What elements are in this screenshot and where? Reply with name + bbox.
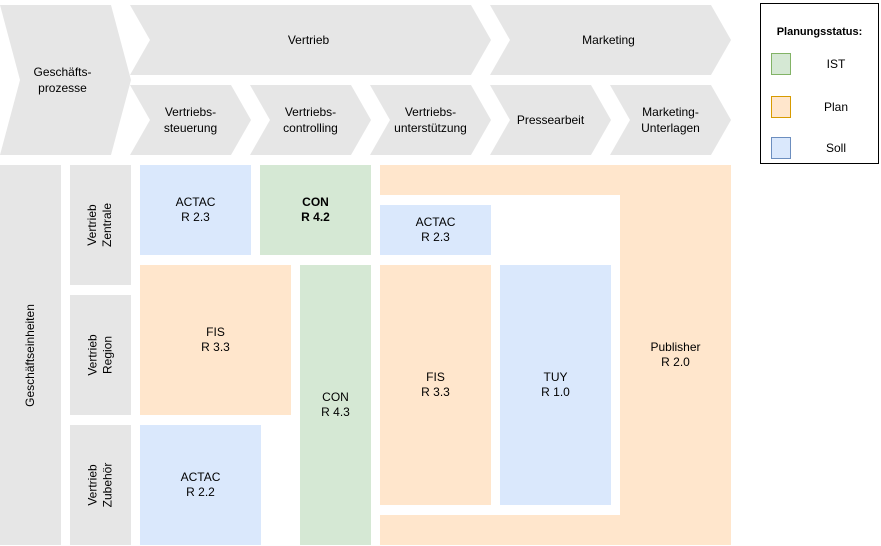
row-vertrieb-zentrale: Vertrieb Zentrale xyxy=(70,165,131,285)
label-vertrieb: Vertrieb xyxy=(287,33,330,47)
label-vertrieb-zentrale: Vertrieb Zentrale xyxy=(85,202,115,248)
legend-swatch-ist xyxy=(771,53,791,75)
arrow-pressearbeit: Pressearbeit xyxy=(490,85,611,155)
legend: Planungsstatus: IST Plan Soll xyxy=(760,3,879,164)
arrow-vertriebssteuerung: Vertriebs- steuerung xyxy=(130,85,251,155)
label-vertrieb-region: Vertrieb Region xyxy=(85,334,115,376)
label-geschaeftseinheiten: Geschäftseinheiten xyxy=(23,303,38,407)
legend-title: Planungsstatus: xyxy=(776,26,863,38)
label-vertriebsunterstuetzung: Vertriebs- unterstützung xyxy=(394,105,467,135)
label-pressearbeit: Pressearbeit xyxy=(516,113,585,127)
publisher-box: Publisher R 2.0 xyxy=(620,165,731,545)
actac-r22-label: ACTAC R 2.2 xyxy=(180,470,221,499)
label-geschaeftsprozesse: Geschäfts- prozesse xyxy=(33,65,92,95)
con-r42: CON R 4.2 xyxy=(260,165,371,255)
actac-r23-zentrale: ACTAC R 2.3 xyxy=(140,165,251,255)
fis-r33-steuerung: FIS R 3.3 xyxy=(140,265,291,415)
label-vertriebssteuerung: Vertriebs- steuerung xyxy=(163,105,218,135)
label-marketing-unterlagen: Marketing- Unterlagen xyxy=(641,105,700,135)
legend-label-soll: Soll xyxy=(825,141,846,155)
actac-r23-zentrale-label: ACTAC R 2.3 xyxy=(175,195,216,224)
legend-swatch-soll xyxy=(771,137,791,159)
row-vertrieb-zubehoer: Vertrieb Zubehör xyxy=(70,425,131,545)
arrow-marketing-unterlagen: Marketing- Unterlagen xyxy=(610,85,731,155)
legend-label-plan: Plan xyxy=(823,100,849,114)
legend-label-ist: IST xyxy=(826,57,846,71)
legend-swatch-plan xyxy=(771,96,791,118)
actac-r22: ACTAC R 2.2 xyxy=(140,425,261,545)
arrow-geschaeftsprozesse: Geschäfts- prozesse xyxy=(0,5,131,155)
fis-r33-steuerung-label: FIS R 3.3 xyxy=(201,325,230,354)
row-vertrieb-region: Vertrieb Region xyxy=(70,295,131,415)
arrow-vertrieb: Vertrieb xyxy=(130,5,491,75)
arrow-vertriebscontrolling: Vertriebs- controlling xyxy=(250,85,371,155)
row-geschaeftseinheiten: Geschäftseinheiten xyxy=(0,165,61,545)
con-r43-label: CON R 4.3 xyxy=(321,390,350,419)
arrow-marketing: Marketing xyxy=(490,5,731,75)
label-vertrieb-zubehoer: Vertrieb Zubehör xyxy=(85,462,115,508)
tuy-r10-label: TUY R 1.0 xyxy=(541,370,570,399)
arrow-vertriebsunterstuetzung: Vertriebs- unterstützung xyxy=(370,85,491,155)
fis-r33-unterstuetzung: FIS R 3.3 xyxy=(380,265,491,505)
label-vertriebscontrolling: Vertriebs- controlling xyxy=(283,105,338,135)
fis-r33-unterstuetzung-label: FIS R 3.3 xyxy=(421,370,450,399)
label-marketing: Marketing xyxy=(582,33,635,47)
actac-r23-unterstuetzung-label: ACTAC R 2.3 xyxy=(415,215,456,244)
tuy-r10: TUY R 1.0 xyxy=(500,265,611,505)
con-r43: CON R 4.3 xyxy=(300,265,371,545)
publisher-label: Publisher R 2.0 xyxy=(650,340,701,369)
actac-r23-unterstuetzung: ACTAC R 2.3 xyxy=(380,205,491,255)
con-r42-label: CON R 4.2 xyxy=(301,195,330,224)
